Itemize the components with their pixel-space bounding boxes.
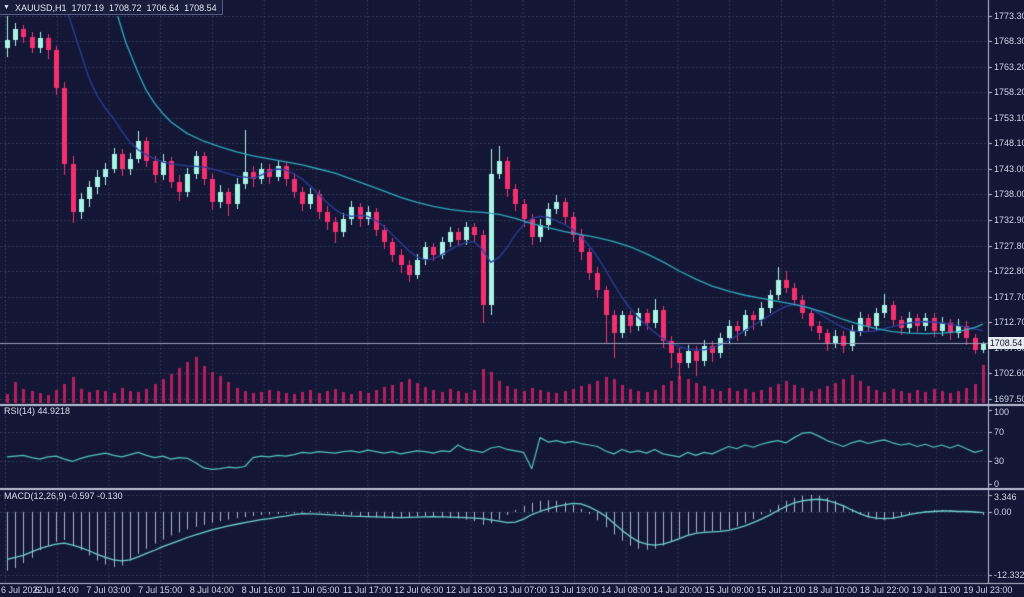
macd-axis-label: -12.332 xyxy=(994,569,1024,580)
time-axis-label: 14 Jul 08:00 xyxy=(601,585,651,595)
time-axis-label: 14 Jul 20:00 xyxy=(652,585,703,595)
rsi-axis-label: 30 xyxy=(994,456,1005,467)
macd-axis-label: 3.346 xyxy=(994,492,1017,502)
time-axis-label: 11 Jul 05:00 xyxy=(291,585,340,595)
time-axis-label: 8 Jul 16:00 xyxy=(241,585,286,595)
macd-name: MACD(12,26,9) xyxy=(4,491,67,501)
price-axis-label: 1722.80 xyxy=(994,266,1024,276)
price-axis-label: 1748.10 xyxy=(994,138,1024,149)
time-axis-label: 6 Jul 2022 xyxy=(1,585,43,595)
time-axis[interactable]: 6 Jul 2022 6 Jul 14:00 7 Jul 03:00 7 Jul 15… xyxy=(0,585,1024,597)
ohlc-high: 1708.72 xyxy=(109,2,142,13)
price-axis-label: 1697.50 xyxy=(994,393,1024,404)
ohlc-close: 1708.54 xyxy=(184,2,217,13)
price-axis-label: 1732.90 xyxy=(994,215,1024,225)
time-axis-label: 7 Jul 03:00 xyxy=(86,585,131,595)
rsi-indicator-label: RSI(14) 44.9218 xyxy=(4,406,70,417)
time-axis-label: 11 Jul 17:00 xyxy=(342,585,392,595)
symbol-marker-icon: ▼ xyxy=(3,4,10,11)
symbol-title: XAUUSD,H1 xyxy=(14,2,67,13)
time-axis-label: 8 Jul 04:00 xyxy=(189,585,234,595)
time-axis-label: 19 Jul 23:00 xyxy=(963,585,1013,595)
ohlc-low: 1706.64 xyxy=(146,2,180,13)
price-axis-label: 1702.60 xyxy=(994,368,1024,378)
time-axis-label: 12 Jul 06:00 xyxy=(394,585,444,595)
price-axis-label: 1763.20 xyxy=(994,61,1024,72)
price-axis-label: 1773.30 xyxy=(994,10,1024,21)
symbol-ohlc-box[interactable]: ▼ XAUUSD,H1 1707.19 1708.72 1706.64 1708… xyxy=(0,0,223,15)
price-axis-label: 1738.00 xyxy=(994,189,1024,200)
price-axis-label: 1727.80 xyxy=(994,240,1024,251)
time-axis-label: 15 Jul 21:00 xyxy=(756,585,806,595)
time-axis-label: 18 Jul 22:00 xyxy=(859,585,909,595)
time-axis-label: 15 Jul 09:00 xyxy=(704,585,754,595)
rsi-name: RSI(14) xyxy=(4,406,36,416)
time-axis-label: 13 Jul 19:00 xyxy=(549,585,599,595)
macd-axis-label: 0.00 xyxy=(994,507,1012,517)
time-axis-label: 13 Jul 07:00 xyxy=(497,585,547,595)
time-axis-label: 19 Jul 11:00 xyxy=(911,585,961,595)
price-axis-label: 1753.10 xyxy=(994,112,1024,123)
rsi-axis-label: 100 xyxy=(994,407,1010,417)
ohlc-open: 1707.19 xyxy=(71,2,104,13)
price-axis-label: 1758.20 xyxy=(994,87,1024,98)
time-axis-label: 7 Jul 15:00 xyxy=(138,585,183,595)
price-axis-label: 1768.30 xyxy=(994,36,1024,47)
time-axis-label: 6 Jul 14:00 xyxy=(34,585,79,595)
rsi-axis-label: 0 xyxy=(994,478,1000,489)
macd-signal-value: -0.130 xyxy=(97,491,123,501)
price-axis[interactable]: 1773.30 1768.30 1763.20 1758.20 1753.10 1748.… xyxy=(988,0,1024,583)
macd-indicator-label: MACD(12,26,9) -0.597 -0.130 xyxy=(4,491,123,502)
last-price-badge: 1708.54 xyxy=(988,337,1024,349)
price-axis-label: 1712.70 xyxy=(994,317,1024,327)
time-axis-label: 12 Jul 18:00 xyxy=(446,585,496,595)
rsi-axis-label: 70 xyxy=(994,426,1005,437)
price-axis-label: 1717.70 xyxy=(994,291,1024,302)
price-axis-label: 1743.00 xyxy=(994,163,1024,174)
rsi-value: 44.9218 xyxy=(37,406,71,416)
time-axis-label: 18 Jul 10:00 xyxy=(808,585,858,595)
macd-main-value: -0.597 xyxy=(69,491,95,501)
